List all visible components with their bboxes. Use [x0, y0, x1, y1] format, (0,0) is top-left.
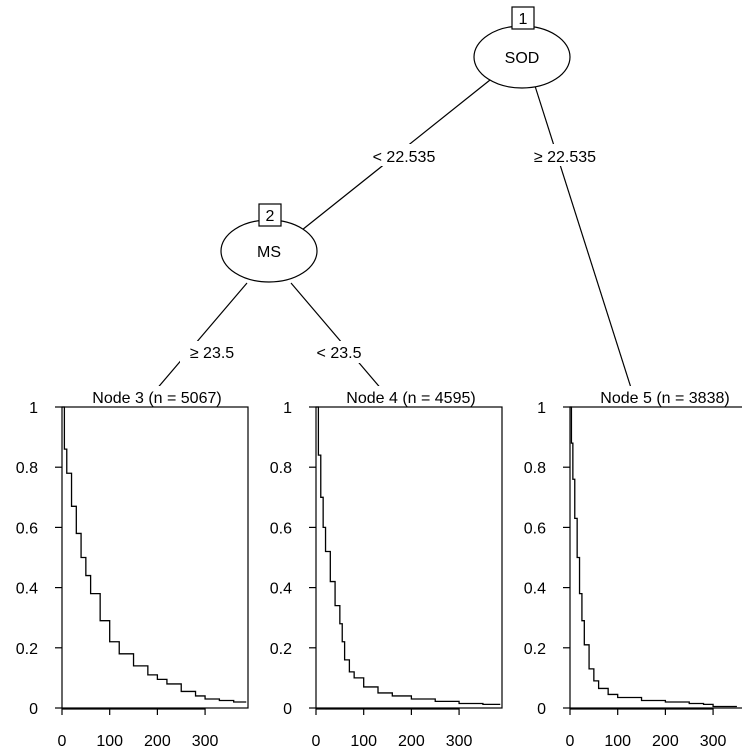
node4-survival-curve	[316, 406, 501, 706]
node5-ytick-label: 0	[537, 701, 546, 718]
node3-ytick-label: 0.2	[16, 641, 38, 658]
node-1-id: 1	[519, 11, 528, 28]
node5-title: Node 5 (n = 3838)	[600, 390, 729, 407]
edge-root-right	[534, 85, 633, 392]
node3-xtick-label: 0	[58, 733, 67, 750]
node3-title: Node 3 (n = 5067)	[92, 390, 221, 407]
node5-xtick-label: 300	[700, 733, 727, 750]
node3-ytick-label: 0.4	[16, 581, 38, 598]
node3-xtick-label: 100	[96, 733, 123, 750]
node4-xtick-label: 100	[350, 733, 377, 750]
edge-label-inner-left: ≥ 23.5	[190, 345, 234, 362]
node-1-id-box	[511, 6, 535, 30]
node4-ytick-label: 0.8	[270, 460, 292, 477]
node4-ytick-label: 1	[283, 400, 292, 417]
node5-ytick-label: 1	[537, 400, 546, 417]
node5-ytick-label: 0.6	[524, 520, 546, 537]
edge-inner-left	[154, 282, 248, 392]
node3-title-bg	[72, 386, 240, 406]
node4-xtick-label: 300	[446, 733, 473, 750]
node5-frame	[569, 406, 742, 709]
node-2-id-box	[258, 203, 282, 227]
node3-frame	[61, 406, 249, 709]
node3-ytick-label: 0	[29, 701, 38, 718]
node3-ytick-label: 1	[29, 400, 38, 417]
node4-xtick-label: 200	[398, 733, 425, 750]
node5-xtick-label: 0	[566, 733, 575, 750]
node3-xtick-label: 200	[144, 733, 171, 750]
node4-ytick-label: 0.2	[270, 641, 292, 658]
node3-ytick-label: 0.8	[16, 460, 38, 477]
node-2-variable: MS	[257, 244, 281, 261]
node4-ytick-label: 0.4	[270, 581, 292, 598]
node5-ytick-label: 0.2	[524, 641, 546, 658]
node3-survival-curve	[62, 406, 247, 703]
node4-title: Node 4 (n = 4595)	[346, 390, 475, 407]
edge-inner-right	[290, 282, 384, 392]
edge-label-root-right: ≥ 22.535	[534, 149, 596, 166]
node4-ytick-label: 0	[283, 701, 292, 718]
node3-xtick-label: 300	[192, 733, 219, 750]
node5-title-bg	[580, 386, 742, 406]
node-1-variable: SOD	[505, 50, 540, 67]
node5-xtick-label: 100	[604, 733, 631, 750]
node5-ytick-label: 0.4	[524, 581, 546, 598]
node4-frame	[315, 406, 503, 709]
node4-title-bg	[326, 386, 494, 406]
node5-survival-curve	[570, 406, 737, 708]
edge-label-inner-right: < 23.5	[317, 345, 362, 362]
edge-label-root-left: < 22.535	[373, 149, 436, 166]
node4-ytick-label: 0.6	[270, 520, 292, 537]
node5-ytick-label: 0.8	[524, 460, 546, 477]
node5-xtick-label: 200	[652, 733, 679, 750]
node-2-id: 2	[266, 208, 275, 225]
node4-xtick-label: 0	[312, 733, 321, 750]
node3-ytick-label: 0.6	[16, 520, 38, 537]
